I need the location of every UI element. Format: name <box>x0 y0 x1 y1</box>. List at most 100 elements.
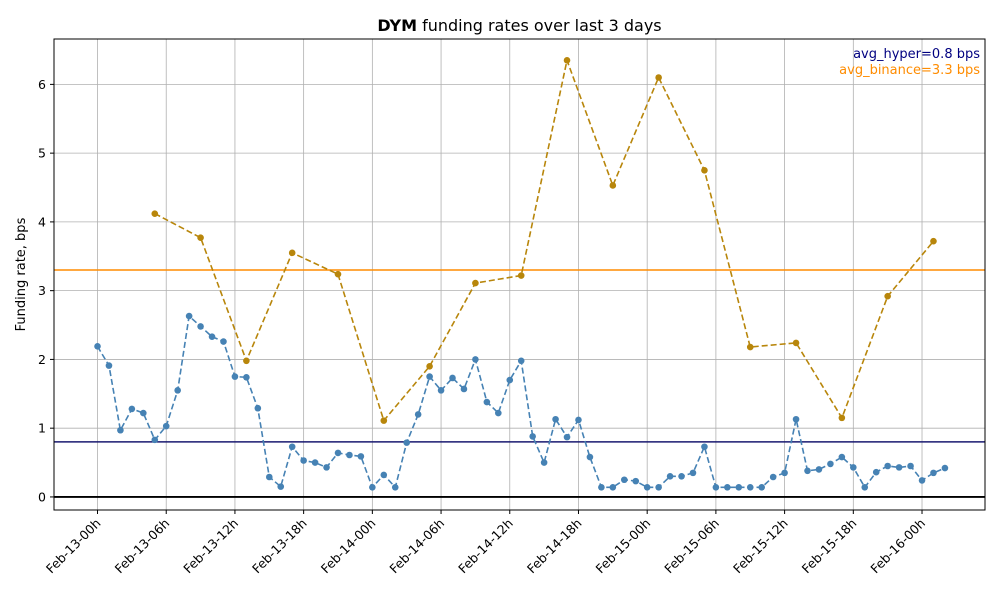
data-point <box>517 357 525 365</box>
y-tick-label: 5 <box>38 146 46 161</box>
data-point <box>758 484 765 491</box>
data-point <box>357 453 365 460</box>
data-point <box>632 477 640 485</box>
x-tick-label: Feb-15-12h <box>730 516 791 577</box>
chart-title-bold: DYM <box>377 16 417 35</box>
data-point <box>701 167 708 174</box>
data-point <box>861 484 869 491</box>
data-point <box>609 484 617 491</box>
data-point <box>804 467 811 475</box>
y-tick-label: 2 <box>38 352 46 367</box>
data-point <box>930 237 937 245</box>
data-point <box>128 405 136 413</box>
data-point <box>254 404 262 412</box>
data-point <box>609 182 617 189</box>
data-point <box>265 473 273 481</box>
data-point <box>151 436 159 444</box>
reference-lines <box>54 269 985 498</box>
data-point <box>449 374 456 382</box>
data-point <box>724 484 731 491</box>
data-point <box>437 387 445 394</box>
data-point <box>483 398 491 406</box>
data-point <box>197 323 204 330</box>
data-point <box>552 415 559 423</box>
data-point <box>243 357 250 365</box>
data-point <box>918 477 926 484</box>
annotation-text: avg_hyper=0.8 bps <box>853 47 980 62</box>
data-point <box>426 362 433 370</box>
data-point <box>781 469 788 477</box>
data-point <box>850 464 857 471</box>
y-axis-label: Funding rate, bps <box>14 217 29 331</box>
data-point <box>472 279 479 287</box>
chart-title: DYM funding rates over last 3 days <box>377 16 661 35</box>
data-point <box>185 312 193 320</box>
data-point <box>895 464 903 471</box>
data-point <box>346 451 353 459</box>
x-tick-label: Feb-13-18h <box>249 516 310 577</box>
x-tick-label: Feb-13-00h <box>43 516 104 577</box>
data-point <box>563 433 571 441</box>
y-tick-label: 6 <box>38 77 46 92</box>
data-point <box>414 411 422 418</box>
data-point <box>701 443 708 451</box>
plot-frame <box>53 38 986 511</box>
x-axis-ticks: Feb-13-00h Feb-13-06h Feb-13-12h Feb-13-18h… <box>43 510 928 576</box>
data-point <box>746 484 754 491</box>
data-point <box>769 473 777 481</box>
data-point <box>94 343 101 350</box>
data-point <box>792 339 800 347</box>
data-point <box>872 468 880 476</box>
data-point <box>380 417 388 424</box>
data-point <box>323 464 330 471</box>
data-point <box>586 453 594 461</box>
data-point <box>426 373 433 380</box>
data-point <box>666 473 674 480</box>
data-point <box>884 292 891 300</box>
data-point <box>369 484 376 491</box>
data-point <box>472 356 479 363</box>
data-point <box>712 484 720 491</box>
data-point <box>678 473 685 480</box>
series-line <box>154 57 935 423</box>
data-point <box>643 484 651 491</box>
x-tick-label: Feb-14-12h <box>455 516 516 577</box>
x-tick-label: Feb-15-00h <box>593 516 654 577</box>
data-point <box>403 439 411 446</box>
data-point <box>575 416 582 424</box>
y-axis-ticks: 0 1 2 3 4 5 6 <box>38 77 54 504</box>
data-point <box>792 415 800 423</box>
data-point <box>208 333 216 341</box>
data-point <box>517 272 525 279</box>
data-point <box>300 457 307 464</box>
data-point <box>460 385 468 393</box>
x-tick-label: Feb-14-06h <box>386 516 447 577</box>
data-point <box>735 484 743 491</box>
data-point <box>105 362 113 369</box>
data-point <box>220 338 227 345</box>
y-tick-label: 4 <box>38 214 46 229</box>
data-point <box>380 471 388 479</box>
x-tick-label: Feb-13-12h <box>180 516 241 577</box>
y-tick-label: 0 <box>38 489 46 504</box>
x-tick-label: Feb-13-06h <box>112 516 173 577</box>
data-point <box>598 484 605 491</box>
chart-title-rest: funding rates over last 3 days <box>417 16 662 35</box>
series-group <box>94 57 949 491</box>
x-tick-label: Feb-16-00h <box>867 516 928 577</box>
data-point <box>334 449 342 457</box>
data-point <box>746 343 754 351</box>
data-point <box>334 270 342 278</box>
data-point <box>838 453 846 461</box>
data-point <box>197 234 204 242</box>
data-point <box>930 469 937 477</box>
data-point <box>117 426 124 434</box>
data-point <box>506 376 514 384</box>
data-point <box>907 462 914 470</box>
x-tick-label: Feb-14-00h <box>318 516 379 577</box>
data-point <box>391 484 399 491</box>
data-point <box>655 74 662 81</box>
data-point <box>655 484 662 491</box>
